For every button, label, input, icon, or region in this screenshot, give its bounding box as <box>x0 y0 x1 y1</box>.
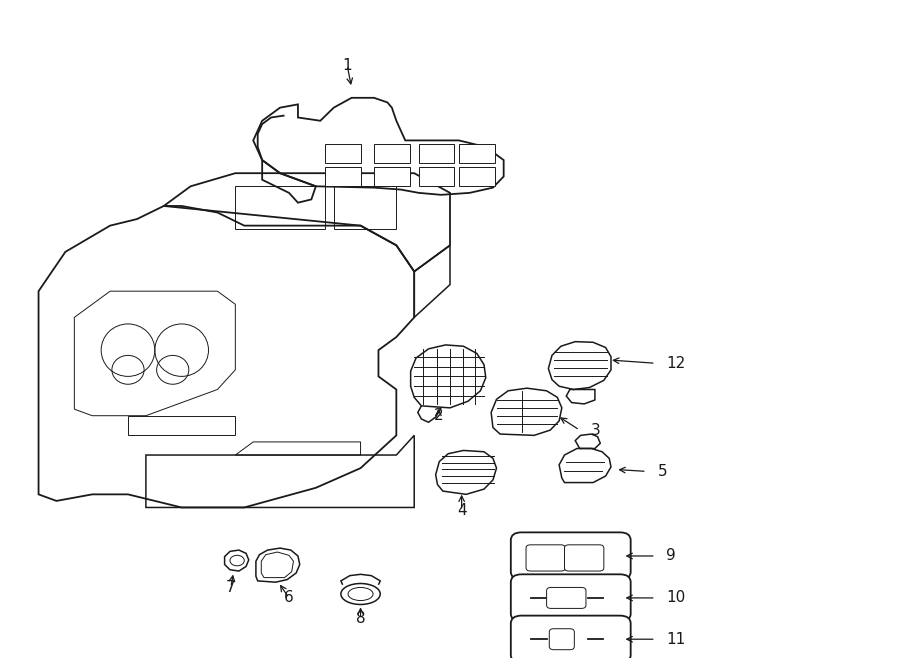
Bar <box>418 143 454 163</box>
Bar <box>459 167 495 186</box>
Text: 10: 10 <box>667 590 686 605</box>
Text: 3: 3 <box>590 422 600 438</box>
Bar <box>325 143 361 163</box>
FancyBboxPatch shape <box>549 629 574 650</box>
Bar <box>374 143 410 163</box>
Text: 11: 11 <box>667 632 686 646</box>
Text: 8: 8 <box>356 611 365 627</box>
Text: 7: 7 <box>226 580 236 595</box>
FancyBboxPatch shape <box>511 574 631 621</box>
Text: 4: 4 <box>457 503 466 518</box>
FancyBboxPatch shape <box>526 545 565 571</box>
Bar <box>418 167 454 186</box>
Text: 12: 12 <box>667 356 686 371</box>
Text: 5: 5 <box>658 464 667 479</box>
Text: 1: 1 <box>342 58 352 73</box>
Bar <box>325 167 361 186</box>
Bar <box>374 167 410 186</box>
Text: 2: 2 <box>434 408 443 423</box>
FancyBboxPatch shape <box>546 588 586 608</box>
Text: 9: 9 <box>667 549 676 563</box>
Bar <box>459 143 495 163</box>
FancyBboxPatch shape <box>564 545 604 571</box>
FancyBboxPatch shape <box>511 532 631 580</box>
FancyBboxPatch shape <box>511 615 631 661</box>
Text: 6: 6 <box>284 590 294 605</box>
